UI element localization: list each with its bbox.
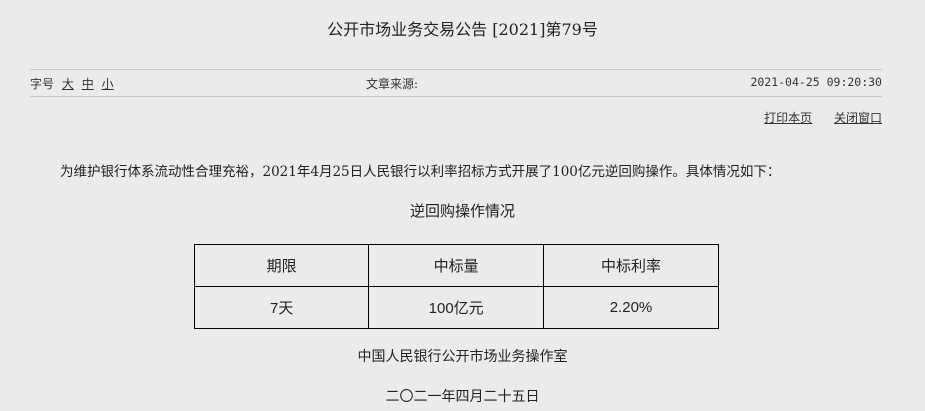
- cell-amount: 100亿元: [368, 286, 544, 329]
- header-amount: 中标量: [368, 244, 544, 287]
- divider: [30, 69, 882, 70]
- print-page-link[interactable]: 打印本页: [764, 111, 813, 125]
- table-row: 7天 100亿元 2.20%: [193, 286, 720, 329]
- footer-date: 二〇二一年四月二十五日: [385, 389, 540, 405]
- font-size-small-link[interactable]: 小: [101, 77, 114, 91]
- font-size-label: 字号: [30, 77, 55, 91]
- table-header-row: 期限 中标量 中标利率: [193, 244, 720, 287]
- font-size-medium-link[interactable]: 中: [81, 77, 94, 91]
- divider: [30, 96, 882, 97]
- source-label: 文章来源:: [366, 77, 419, 91]
- body-paragraph: 为维护银行体系流动性合理充裕，2021年4月25日人民银行以利率招标方式开展了1…: [60, 164, 781, 180]
- font-size-controls: 字号 大 中 小: [30, 75, 114, 92]
- close-window-link[interactable]: 关闭窗口: [833, 111, 882, 125]
- page-actions: 打印本页 关闭窗口: [746, 109, 882, 126]
- publish-datetime: 2021-04-25 09:20:30: [750, 75, 882, 89]
- header-rate: 中标利率: [542, 244, 720, 287]
- cell-rate: 2.20%: [542, 286, 720, 329]
- header-term: 期限: [193, 244, 370, 287]
- page-title: 公开市场业务交易公告 [2021]第79号: [327, 20, 598, 39]
- font-size-large-link[interactable]: 大: [61, 77, 74, 91]
- table-title: 逆回购操作情况: [409, 202, 515, 220]
- operation-table: 期限 中标量 中标利率 7天 100亿元 2.20%: [193, 244, 720, 329]
- footer-org: 中国人民银行公开市场业务操作室: [357, 349, 568, 365]
- cell-term: 7天: [193, 286, 370, 329]
